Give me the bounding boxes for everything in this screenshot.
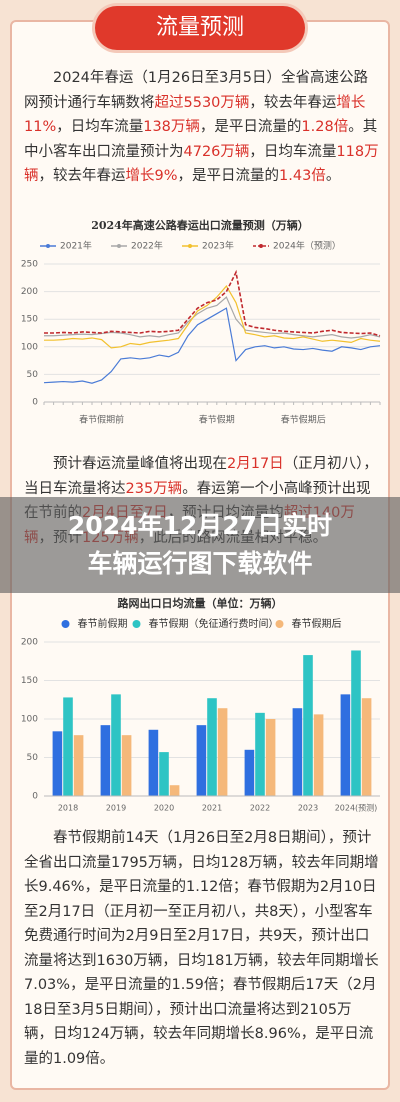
y-tick-label: 100 — [21, 342, 38, 352]
chart-title: 2024年高速公路春运出口流量预测（万辆） — [91, 218, 309, 232]
bar — [169, 785, 180, 796]
banner: 流量预测 — [95, 6, 305, 50]
legend-label: 春节假期后 — [292, 617, 342, 630]
bar — [111, 694, 121, 796]
x-tick-label: 2023 — [298, 804, 318, 813]
y-tick-label: 0 — [32, 398, 38, 408]
text-run: 2024年春运（1月26日至3月5日）全省高速公路网预计通行车辆数将 — [24, 70, 369, 111]
legend-swatch — [132, 620, 141, 628]
y-tick-label: 150 — [21, 676, 38, 686]
y-tick-label: 100 — [21, 715, 38, 725]
bar — [292, 708, 303, 796]
bar — [340, 694, 351, 796]
overlay-line: 车辆运行图下载软件 — [87, 549, 313, 578]
x-tick-label: 春节假期后 — [281, 414, 326, 426]
text-run: ，较去年春运 — [38, 168, 126, 184]
y-tick-label: 200 — [21, 638, 38, 648]
bar — [313, 714, 324, 796]
chart-title: 路网出口日均流量（单位：万辆） — [118, 596, 283, 610]
bar — [351, 650, 361, 796]
legend-marker — [46, 244, 50, 248]
bar — [217, 708, 228, 796]
highlight: 235万辆 — [125, 480, 183, 497]
text-run: ，日均车流量 — [56, 119, 144, 135]
y-tick-label: 200 — [21, 287, 38, 297]
bar — [63, 697, 73, 796]
bar — [303, 655, 313, 796]
bar — [361, 698, 372, 796]
highlight: 118万辆 — [24, 143, 379, 185]
legend-marker — [117, 244, 121, 248]
line — [44, 269, 381, 337]
x-tick-label: 2018 — [58, 804, 78, 813]
bar — [148, 729, 159, 796]
x-tick-label: 春节假期 — [199, 414, 235, 426]
y-tick-label: 0 — [32, 792, 38, 802]
legend-marker — [259, 244, 263, 248]
x-tick-label: 2020 — [154, 804, 174, 813]
legend-label: 2021年 — [60, 240, 92, 252]
text-run: 。 — [325, 168, 341, 184]
y-tick-label: 150 — [21, 315, 38, 325]
highlight: 1.28倍 — [301, 119, 349, 135]
bar — [73, 735, 84, 796]
bar — [100, 725, 111, 796]
line-chart: 2024年高速公路春运出口流量预测（万辆） 0 50 100 150 200 250 2021… — [21, 218, 381, 426]
x-tick-label: 2019 — [106, 804, 126, 813]
legend-label: 2024年（预测） — [273, 240, 341, 252]
bar — [265, 719, 276, 796]
y-tick-label: 50 — [27, 370, 39, 380]
bar — [207, 698, 217, 796]
y-tick-label: 250 — [21, 260, 38, 270]
highlight: 增长11% — [24, 94, 366, 136]
bar — [52, 731, 63, 796]
legend-label: 春节假期（免征通行费时间） — [149, 617, 279, 630]
bar-chart: 路网出口日均流量（单位：万辆） 0 50 100 150 200 春节前假期 春节假期（免征通… — [21, 596, 380, 813]
bar — [121, 735, 132, 796]
bar — [196, 725, 207, 796]
text-run: ，较去年春运 — [249, 94, 337, 111]
legend-label: 2022年 — [131, 240, 163, 252]
x-tick-label: 2022 — [250, 804, 270, 813]
legend-swatch — [61, 620, 70, 628]
highlight: 4726万辆 — [183, 143, 250, 160]
line — [43, 307, 381, 384]
legend-swatch — [275, 620, 284, 628]
x-tick-label: 2021 — [202, 804, 222, 813]
overlay-line: 2024年12月27日实时 — [67, 511, 333, 540]
paragraph: 2024年春运（1月26日至3月5日）全省高速公路网预计通行车辆数将超过5530… — [24, 66, 380, 189]
text-run: 预计春运流量峰值将出现在 — [53, 456, 227, 472]
legend-label: 2023年 — [202, 240, 234, 252]
overlay: 2024年12月27日实时 车辆运行图下载软件 — [0, 497, 400, 593]
highlight: 1.43倍 — [279, 168, 326, 184]
y-tick-label: 50 — [27, 753, 39, 763]
legend-marker — [188, 244, 192, 248]
text-run: ，是平日流量的 — [199, 119, 302, 135]
bar — [255, 712, 265, 796]
text-run: 。其中小客车出口流量预计为 — [24, 119, 378, 160]
text-run: ，是平日流量的 — [177, 168, 280, 184]
bar — [244, 749, 255, 796]
legend-label: 春节前假期 — [78, 617, 128, 630]
highlight: 超过5530万辆 — [154, 94, 250, 111]
paragraph: 春节假期前14天（1月26日至2月8日期间），预计全省出口流量1795万辆，日均… — [24, 826, 380, 1071]
line — [44, 296, 381, 339]
highlight: 增长9% — [125, 168, 178, 184]
text-run: （正月初八），当日车流量将达 — [24, 456, 378, 497]
text-run: ，日均车流量 — [249, 143, 337, 160]
x-tick-label: 2024(预测) — [335, 803, 378, 813]
x-tick-label: 春节假期前 — [79, 414, 124, 426]
highlight: 138万辆 — [143, 119, 200, 135]
text-run: 春节假期前14天（1月26日至2月8日期间），预计全省出口流量1795万辆，日均… — [24, 830, 379, 1067]
bar — [159, 752, 169, 796]
highlight: 2月17日 — [227, 456, 284, 472]
